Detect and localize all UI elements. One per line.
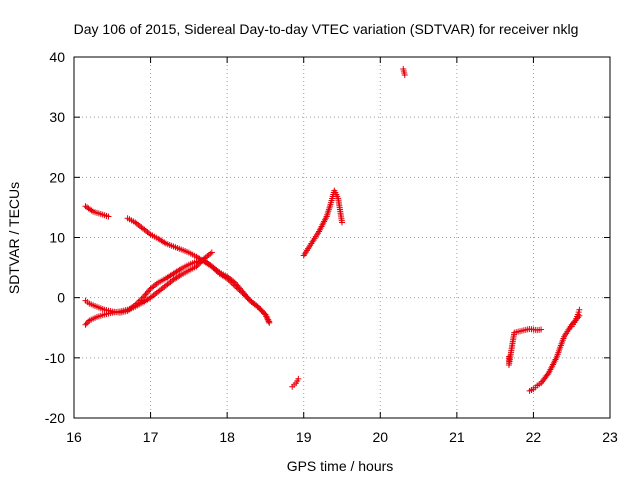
data-point	[576, 306, 583, 313]
grid-layer	[74, 57, 610, 418]
x-tick-label: 18	[219, 429, 235, 445]
data-points	[82, 66, 583, 394]
interp-marker	[258, 307, 265, 314]
data-point	[295, 375, 302, 382]
series-arc-j	[568, 306, 583, 330]
y-tick-label: -20	[45, 410, 65, 426]
interp-marker	[259, 308, 266, 315]
y-tick-label: 10	[49, 230, 65, 246]
x-tick-label: 21	[449, 429, 465, 445]
chart-title: Day 106 of 2015, Sidereal Day-to-day VTE…	[74, 21, 579, 37]
interp-marker	[261, 310, 268, 317]
data-point	[254, 303, 261, 310]
series-arc-d	[82, 203, 112, 220]
data-point	[339, 219, 345, 226]
interp-marker	[83, 320, 90, 327]
y-tick-label: -10	[45, 350, 65, 366]
series-arc-h	[505, 325, 545, 369]
data-point	[105, 213, 112, 220]
interp-marker	[256, 304, 263, 311]
series-arc-f	[300, 187, 345, 259]
series-arc-c	[124, 215, 273, 325]
data-point	[401, 72, 408, 79]
x-axis-label: GPS time / hours	[287, 458, 394, 474]
x-tick-label: 17	[143, 429, 159, 445]
interp-marker	[257, 306, 264, 313]
x-tick-label: 19	[296, 429, 312, 445]
y-tick-label: 20	[49, 169, 65, 185]
y-axis-label: SDTVAR / TECUs	[6, 182, 22, 294]
series-arc-i	[526, 312, 583, 394]
x-tick-label: 16	[66, 429, 82, 445]
y-tick-label: 40	[49, 49, 65, 65]
data-point	[266, 318, 273, 325]
series-arc-g	[400, 66, 408, 79]
y-tick-label: 30	[49, 109, 65, 125]
data-point	[208, 249, 215, 256]
interp-marker	[194, 262, 201, 269]
series-arc-e	[289, 375, 302, 390]
x-tick-label: 22	[526, 429, 542, 445]
interp-marker	[544, 371, 551, 378]
data-point	[82, 321, 89, 328]
tick-layer: 16 17 18 19 20 21 22 23 -20 -10 0 10 20 30 40	[45, 49, 618, 445]
interp-marker	[85, 318, 92, 325]
y-tick-label: 0	[57, 290, 65, 306]
data-point	[538, 326, 545, 333]
x-tick-label: 20	[372, 429, 388, 445]
x-tick-label: 23	[602, 429, 618, 445]
